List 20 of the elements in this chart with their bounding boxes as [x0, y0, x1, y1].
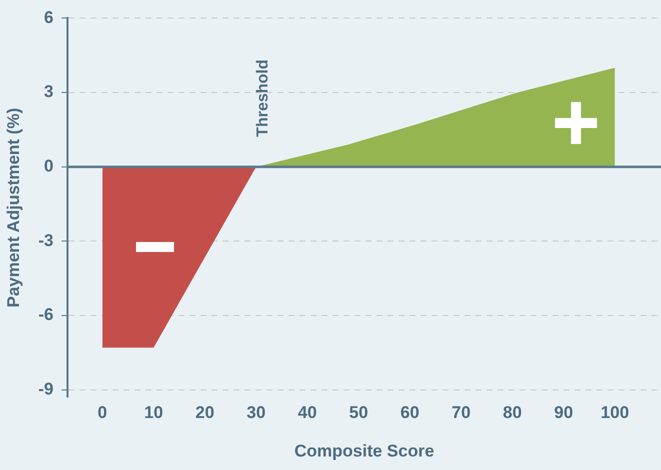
y-tick-label: -3: [38, 230, 54, 250]
x-tick-label: 0: [98, 403, 108, 422]
y-tick-label: 6: [44, 8, 54, 27]
y-tick-label: -6: [38, 305, 54, 324]
x-tick-label: 60: [400, 403, 420, 422]
x-tick-label: 90: [554, 403, 574, 422]
y-tick-label: 3: [44, 82, 54, 102]
x-axis-title: Composite Score: [294, 441, 434, 460]
x-tick-label: 50: [349, 403, 368, 422]
annotation: Threshold: [254, 59, 272, 137]
x-tick-label: 100: [600, 403, 630, 422]
y-axis-title: Payment Adjustment (%): [4, 108, 23, 308]
x-tick-label: 70: [452, 403, 471, 422]
y-tick-label: -9: [38, 379, 54, 398]
x-tick-label: 20: [195, 403, 214, 422]
x-tick-label: 40: [298, 403, 317, 422]
x-tick-label: 10: [144, 403, 164, 422]
x-tick-label: 30: [246, 403, 266, 422]
y-tick-label: 0: [44, 156, 54, 176]
x-tick-label: 80: [502, 403, 522, 422]
